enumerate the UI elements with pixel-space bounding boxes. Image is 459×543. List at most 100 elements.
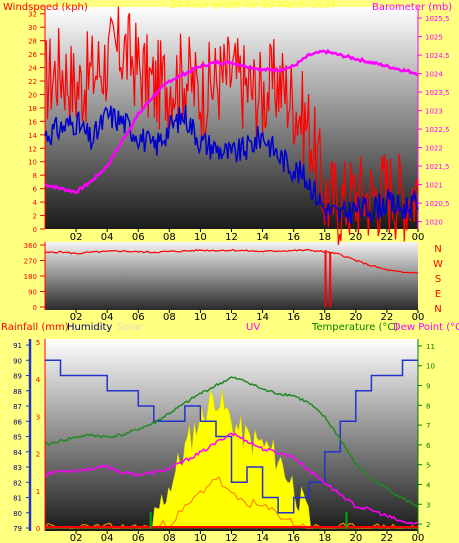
climate-x-tick-label: 10 (194, 533, 207, 543)
humidity-tick-label: 79 (13, 525, 22, 533)
windspeed-tick-label: 14 (28, 132, 37, 140)
temperature-tick-label: 8 (426, 402, 430, 410)
humidity-tick-label: 87 (13, 403, 22, 411)
climate-x-tick-label: 16 (287, 533, 300, 543)
windspeed-tick-label: 2 (33, 213, 37, 221)
windspeed-tick-label: 10 (28, 159, 37, 167)
compass-label: N (434, 244, 441, 255)
graph-title: 24 hour graph for 30 March 2024 (170, 0, 336, 11)
windspeed-tick-label: 28 (28, 38, 37, 46)
barometer-tick-label: 1021,5 (425, 163, 450, 171)
wind-x-tick-label: 00 (412, 232, 425, 243)
wind-plot-area (45, 7, 418, 229)
direction-x-tick-label: 10 (194, 312, 207, 323)
windspeed-tick-label: 8 (33, 172, 37, 180)
rainfall-tick-label: 2 (36, 451, 40, 459)
rainfall-tick-label: 3 (36, 413, 40, 421)
rainfall-label: Rainfall (mm) (1, 322, 69, 333)
temperature-tick-label: 6 (426, 442, 431, 450)
wind-x-tick-label: 22 (381, 232, 394, 243)
barometer-tick-label: 1025 (425, 34, 443, 42)
windspeed-tick-label: 26 (28, 51, 37, 59)
compass-label: S (435, 274, 441, 285)
direction-tick-label: 270 (24, 258, 37, 266)
temperature-tick-label: 3 (426, 501, 430, 509)
barometer-tick-label: 1023,5 (425, 89, 450, 97)
windspeed-tick-label: 32 (28, 11, 37, 19)
humidity-tick-label: 84 (13, 449, 22, 457)
direction-x-tick-label: 00 (412, 312, 425, 323)
direction-x-tick-label: 22 (381, 312, 394, 323)
direction-plot-area (45, 242, 418, 310)
temperature-tick-label: 11 (426, 343, 435, 351)
barometer-tick-label: 1020 (425, 219, 443, 227)
wind-x-tick-label: 12 (225, 232, 238, 243)
gust-line (44, 105, 419, 225)
climate-x-tick-label: 12 (225, 533, 238, 543)
climate-x-tick-label: 02 (70, 533, 83, 543)
rainfall-tick-label: 1 (36, 488, 40, 496)
climate-x-tick-label: 22 (381, 533, 394, 543)
temperature-tick-label: 2 (426, 521, 430, 529)
uv-label: UV (246, 322, 260, 333)
windspeed-tick-label: 18 (28, 105, 37, 113)
barometer-line (44, 48, 419, 195)
direction-tick-label: 180 (24, 273, 37, 281)
humidity-tick-label: 86 (13, 418, 22, 426)
barometer-tick-label: 1022,5 (425, 126, 450, 134)
humidity-tick-label: 89 (13, 373, 22, 381)
humidity-label: Humidity (67, 322, 112, 333)
climate-x-tick-label: 18 (318, 533, 331, 543)
wind-x-tick-label: 16 (287, 232, 300, 243)
direction-x-tick-label: 12 (225, 312, 238, 323)
barometer-tick-label: 1020,5 (425, 200, 450, 208)
climate-x-tick-label: 08 (163, 533, 176, 543)
humidity-tick-label: 90 (13, 357, 22, 365)
humidity-tick-label: 83 (13, 464, 22, 472)
rainfall-tick-label: 0 (36, 525, 40, 533)
windspeed-tick-label: 24 (28, 65, 37, 73)
direction-x-tick-label: 20 (349, 312, 362, 323)
windspeed-tick-label: 4 (33, 199, 38, 207)
climate-x-tick-label: 06 (132, 533, 145, 543)
rainfall-tick-label: 4 (36, 376, 41, 384)
direction-x-tick-label: 08 (163, 312, 176, 323)
windspeed-tick-label: 20 (28, 91, 37, 99)
windspeed-tick-label: 16 (28, 118, 37, 126)
dewpoint-line (44, 432, 418, 525)
chart-marks: 0246810121416182022242628303210201020,51… (13, 6, 450, 543)
humidity-tick-label: 80 (13, 510, 22, 518)
windspeed-tick-label: 12 (28, 145, 37, 153)
direction-x-tick-label: 14 (256, 312, 269, 323)
barometer-axis-title: Barometer (mb) (372, 2, 452, 13)
windspeed-tick-label: 22 (28, 78, 37, 86)
wind-x-tick-label: 04 (101, 232, 114, 243)
climate-x-tick-label: 00 (412, 533, 425, 543)
wind-x-tick-label: 06 (132, 232, 145, 243)
barometer-tick-label: 1025,5 (425, 15, 450, 23)
direction-x-tick-label: 06 (132, 312, 145, 323)
wind-x-tick-label: 18 (318, 232, 331, 243)
wind-direction-line (44, 248, 419, 274)
wind-x-tick-label: 14 (256, 232, 269, 243)
barometer-tick-label: 1022 (425, 145, 443, 153)
wind-x-tick-label: 08 (163, 232, 176, 243)
temperature-tick-label: 9 (426, 383, 430, 391)
humidity-tick-label: 91 (13, 342, 22, 350)
windspeed-tick-label: 0 (33, 226, 37, 234)
humidity-line (45, 359, 418, 514)
wind-x-tick-label: 02 (70, 232, 83, 243)
compass-label: W (433, 259, 443, 270)
direction-x-tick-label: 16 (287, 312, 300, 323)
temperature-label: Temperature (°C) (311, 322, 398, 333)
direction-tick-label: 90 (28, 289, 37, 297)
climate-x-tick-label: 20 (349, 533, 362, 543)
windspeed-tick-label: 30 (28, 24, 37, 32)
wind-x-tick-label: 20 (349, 232, 362, 243)
direction-x-tick-label: 04 (101, 312, 114, 323)
temperature-tick-label: 10 (426, 363, 435, 371)
barometer-tick-label: 1023 (425, 108, 443, 116)
temperature-tick-label: 5 (426, 462, 430, 470)
direction-x-tick-label: 02 (70, 312, 83, 323)
